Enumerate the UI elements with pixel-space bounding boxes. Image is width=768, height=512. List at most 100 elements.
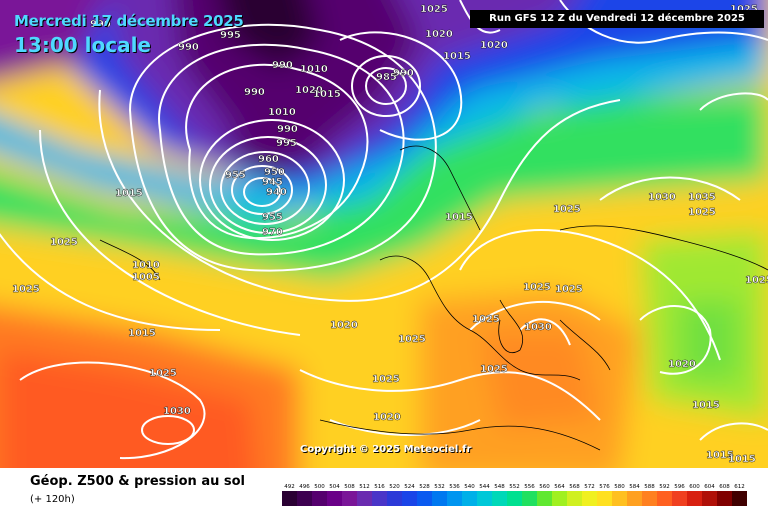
color-scale-legend: 492 496 500 504 508 512 516 520 524 528 532 536 540 5… (282, 482, 752, 510)
scale-tick-label: 552 (509, 484, 520, 490)
scale-swatch (657, 491, 672, 506)
scale-tick-label: 508 (344, 484, 355, 490)
isobar-label: 990 (90, 19, 111, 30)
isobar-label: 1015 (443, 51, 471, 62)
isobar-label: 990 (277, 124, 298, 135)
isobar-label: 1015 (706, 450, 734, 461)
scale-swatch (612, 491, 627, 506)
scale-swatch (507, 491, 522, 506)
scale-swatch (672, 491, 687, 506)
isobar-label: 1020 (425, 29, 453, 40)
isobar-label: 1025 (372, 374, 400, 385)
isobar-label: 1010 (132, 260, 160, 271)
isobar-label: 1030 (648, 192, 676, 203)
scale-tick-label: 580 (614, 484, 625, 490)
isobar-label: 990 (393, 68, 414, 79)
scale-swatch (702, 491, 717, 506)
isobar-label: 955 (262, 212, 283, 223)
scale-swatch (717, 491, 732, 506)
isobar-label: 945 (262, 177, 283, 188)
run-info-banner: Run GFS 12 Z du Vendredi 12 décembre 202… (470, 10, 764, 28)
scale-tick-label: 532 (434, 484, 445, 490)
scale-tick-label: 492 (284, 484, 295, 490)
isobar-label: 1020 (668, 359, 696, 370)
scale-swatch (372, 491, 387, 506)
isobar-label: 1025 (730, 4, 758, 15)
isobar-label: 985 (376, 72, 397, 83)
isobar-label: 1025 (149, 368, 177, 379)
scale-tick-label: 512 (359, 484, 370, 490)
isobar-label: 1015 (692, 400, 720, 411)
isobar-label: 960 (258, 154, 279, 165)
isobar-label: 1010 (300, 64, 328, 75)
scale-swatch (402, 491, 417, 506)
forecast-time: 13:00 locale (14, 33, 151, 57)
scale-swatch (282, 491, 297, 506)
scale-swatch (537, 491, 552, 506)
isobar-label: 1025 (480, 364, 508, 375)
scale-tick-label: 572 (584, 484, 595, 490)
isobar-label: 1030 (524, 322, 552, 333)
scale-swatch (447, 491, 462, 506)
scale-swatch (297, 491, 312, 506)
isobar-labels: 990 990 995 1025 1020 1015 1020 1025 990… (12, 4, 768, 465)
scale-swatch (582, 491, 597, 506)
isobar-label: 1020 (373, 412, 401, 423)
geopotential-map: 990 990 995 1025 1020 1015 1020 1025 990… (0, 0, 768, 468)
scale-tick-label: 612 (734, 484, 745, 490)
isobar-label: 1030 (163, 406, 191, 417)
isobar-label: 995 (276, 138, 297, 149)
isobar-label: 1025 (745, 275, 768, 286)
scale-swatch (387, 491, 402, 506)
scale-swatch (357, 491, 372, 506)
scale-swatch (477, 491, 492, 506)
scale-swatch (732, 491, 747, 506)
isobar-label: 1025 (50, 237, 78, 248)
scale-swatch (462, 491, 477, 506)
scale-tick-label: 504 (329, 484, 340, 490)
scale-tick-label: 544 (479, 484, 490, 490)
forecast-date: Mercredi 17 décembre 2025 (14, 12, 244, 30)
isobar-label: 1020 (295, 85, 323, 96)
scale-tick-label: 560 (539, 484, 550, 490)
isobar-label: 1020 (480, 40, 508, 51)
scale-swatch (327, 491, 342, 506)
scale-tick-label: 588 (644, 484, 655, 490)
isobar-label: 1015 (313, 89, 341, 100)
scale-swatch (597, 491, 612, 506)
scale-tick-label: 536 (449, 484, 460, 490)
isobar-label: 1020 (330, 320, 358, 331)
isobar-label: 990 (272, 60, 293, 71)
scale-swatch (522, 491, 537, 506)
scale-swatch (627, 491, 642, 506)
scale-tick-label: 576 (599, 484, 610, 490)
isobar-label: 1025 (523, 282, 551, 293)
scale-tick-label: 496 (299, 484, 310, 490)
scale-tick-label: 604 (704, 484, 715, 490)
isobar-label: 1035 (688, 192, 716, 203)
color-scale: 492 496 500 504 508 512 516 520 524 528 532 536 540 5… (282, 484, 747, 506)
isobar-label: 970 (262, 227, 283, 238)
scale-swatch (567, 491, 582, 506)
scale-swatch (342, 491, 357, 506)
isobar-label: 1025 (398, 334, 426, 345)
scale-swatch (312, 491, 327, 506)
scale-tick-label: 584 (629, 484, 640, 490)
chart-title: Géop. Z500 & pression au sol (30, 474, 245, 489)
coastlines (99, 145, 768, 451)
z500-color-field (0, 0, 768, 468)
scale-tick-label: 564 (554, 484, 565, 490)
isobar-label: 1015 (728, 454, 756, 465)
isobar-label: 1015 (445, 212, 473, 223)
scale-tick-label: 540 (464, 484, 475, 490)
isobar-label: 1005 (132, 272, 160, 283)
isobar-label: 990 (178, 42, 199, 53)
scale-swatch (552, 491, 567, 506)
isobar-label: 1025 (688, 207, 716, 218)
isobar-label: 950 (264, 167, 285, 178)
scale-swatch (432, 491, 447, 506)
scale-tick-label: 500 (314, 484, 325, 490)
scale-tick-label: 524 (404, 484, 415, 490)
isobar-label: 1015 (128, 328, 156, 339)
isobar-label: 1010 (268, 107, 296, 118)
